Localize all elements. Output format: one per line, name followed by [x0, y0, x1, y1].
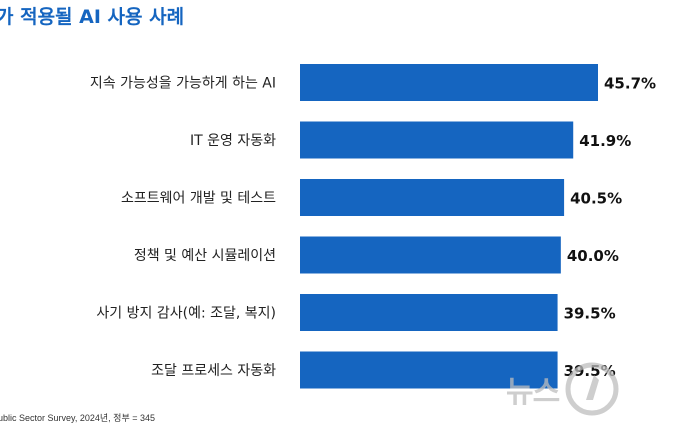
category-label: 소프트웨어 개발 및 테스트 [121, 191, 276, 207]
category-label: IT 운영 자동화 [190, 133, 276, 149]
watermark: 뉴스 [506, 362, 619, 416]
value-label: 41.9% [579, 132, 631, 150]
category-label: 조달 프로세스 자동화 [151, 363, 276, 379]
bar [300, 179, 565, 216]
value-label: 39.5% [564, 305, 616, 323]
chart-title: 가 적용될 AI 사용 사례 [0, 6, 185, 28]
category-label: 지속 가능성을 가능하게 하는 AI [90, 76, 276, 92]
bar [300, 294, 558, 331]
source-note: ublic Sector Survey, 2024년, 정부 = 345 [0, 413, 156, 423]
bar [300, 351, 558, 389]
category-label: 사기 방지 감사(예: 조달, 복지) [96, 306, 276, 322]
bar [300, 121, 574, 159]
news1-logo [565, 362, 619, 416]
value-label: 40.5% [570, 190, 622, 208]
category-label: 정책 및 예산 시뮬레이션 [134, 248, 276, 264]
value-label: 40.0% [567, 247, 619, 265]
watermark-text: 뉴스 [506, 375, 560, 410]
bar [300, 236, 561, 274]
bar [300, 64, 598, 101]
value-label: 45.7% [604, 75, 656, 93]
